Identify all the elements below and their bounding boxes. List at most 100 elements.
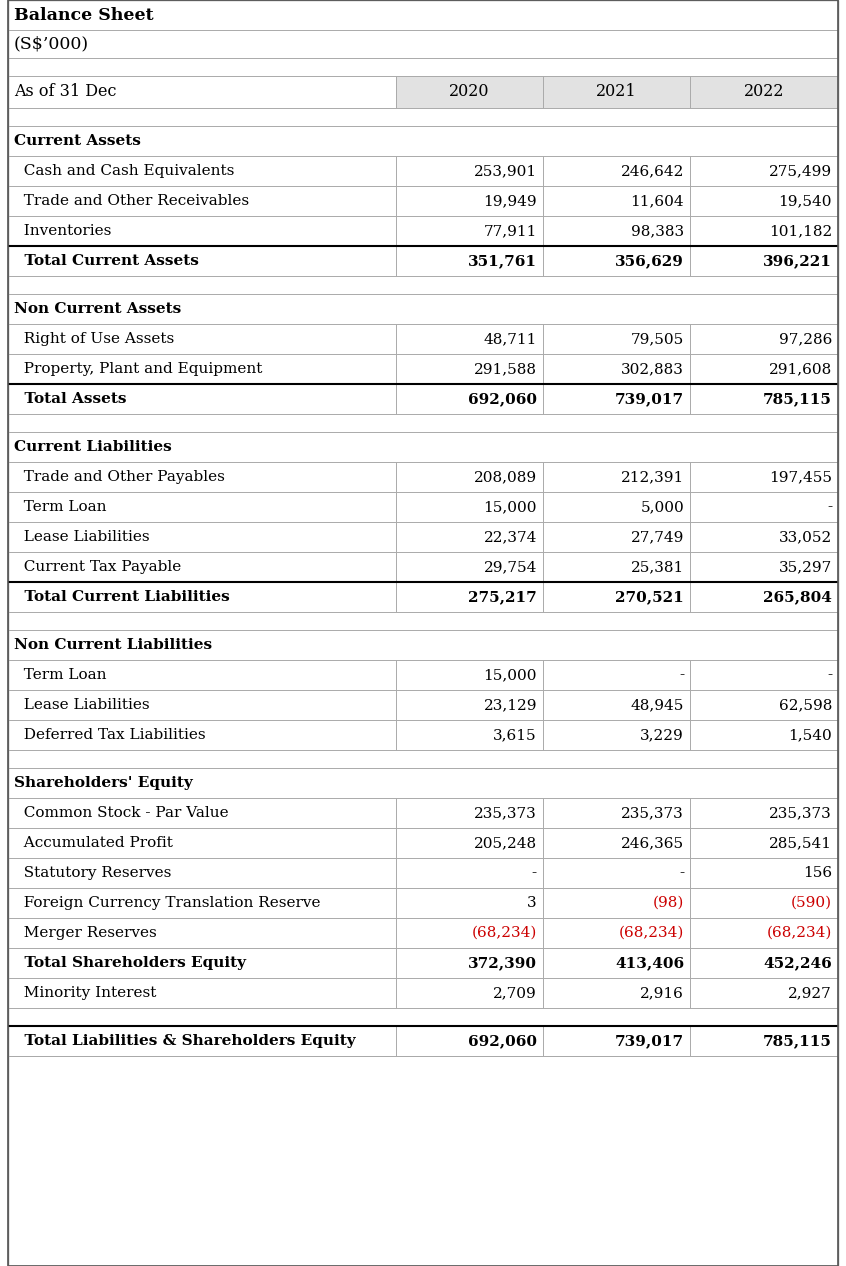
Text: Non Current Assets: Non Current Assets [14,303,181,316]
Text: 285,541: 285,541 [769,836,832,849]
Text: 15,000: 15,000 [484,500,537,514]
Text: (68,234): (68,234) [766,925,832,939]
Text: 452,246: 452,246 [763,956,832,970]
Text: -: - [532,866,537,880]
Text: 19,949: 19,949 [483,194,537,208]
Text: Statutory Reserves: Statutory Reserves [14,866,172,880]
Text: Cash and Cash Equivalents: Cash and Cash Equivalents [14,165,234,179]
Text: (590): (590) [791,896,832,910]
Text: 785,115: 785,115 [763,392,832,406]
Text: 246,365: 246,365 [621,836,684,849]
Text: 101,182: 101,182 [769,224,832,238]
Text: Deferred Tax Liabilities: Deferred Tax Liabilities [14,728,206,742]
Text: Minority Interest: Minority Interest [14,986,157,1000]
Text: Total Liabilities & Shareholders Equity: Total Liabilities & Shareholders Equity [14,1034,355,1048]
Text: 35,297: 35,297 [779,560,832,573]
Text: 77,911: 77,911 [484,224,537,238]
Bar [396,76,838,108]
Text: 372,390: 372,390 [468,956,537,970]
Text: 79,505: 79,505 [631,332,684,346]
Text: (S$’000): (S$’000) [14,35,89,52]
Text: 356,629: 356,629 [615,254,684,268]
Text: 692,060: 692,060 [468,392,537,406]
Text: Term Loan: Term Loan [14,668,107,682]
Text: Inventories: Inventories [14,224,112,238]
Text: Property, Plant and Equipment: Property, Plant and Equipment [14,362,262,376]
Text: 2022: 2022 [744,84,784,100]
Text: 197,455: 197,455 [769,470,832,484]
Text: 5,000: 5,000 [640,500,684,514]
Text: 3,615: 3,615 [493,728,537,742]
Text: 98,383: 98,383 [631,224,684,238]
Text: 739,017: 739,017 [615,1034,684,1048]
Text: (68,234): (68,234) [618,925,684,939]
Text: Term Loan: Term Loan [14,500,107,514]
Text: Lease Liabilities: Lease Liabilities [14,530,150,544]
Text: 27,749: 27,749 [630,530,684,544]
Text: 62,598: 62,598 [778,698,832,711]
Text: Lease Liabilities: Lease Liabilities [14,698,150,711]
Text: -: - [827,668,832,682]
Text: 246,642: 246,642 [621,165,684,179]
Text: Right of Use Assets: Right of Use Assets [14,332,174,346]
Text: 253,901: 253,901 [474,165,537,179]
Text: 291,608: 291,608 [769,362,832,376]
Text: 19,540: 19,540 [778,194,832,208]
Text: 270,521: 270,521 [615,590,684,604]
Text: Balance Sheet: Balance Sheet [14,6,154,24]
Text: Total Current Liabilities: Total Current Liabilities [14,590,230,604]
Text: -: - [678,668,684,682]
Text: 97,286: 97,286 [778,332,832,346]
Text: 351,761: 351,761 [468,254,537,268]
Text: 29,754: 29,754 [484,560,537,573]
Text: 15,000: 15,000 [484,668,537,682]
Text: 11,604: 11,604 [630,194,684,208]
Text: 205,248: 205,248 [474,836,537,849]
Text: -: - [827,500,832,514]
Text: Foreign Currency Translation Reserve: Foreign Currency Translation Reserve [14,896,321,910]
Text: 212,391: 212,391 [621,470,684,484]
Text: 235,373: 235,373 [621,806,684,820]
Text: 291,588: 291,588 [474,362,537,376]
Text: Total Assets: Total Assets [14,392,127,406]
Text: Trade and Other Receivables: Trade and Other Receivables [14,194,249,208]
Text: Current Liabilities: Current Liabilities [14,441,172,454]
Text: 33,052: 33,052 [779,530,832,544]
Text: Total Shareholders Equity: Total Shareholders Equity [14,956,246,970]
Text: 22,374: 22,374 [484,530,537,544]
Text: 2,927: 2,927 [788,986,832,1000]
Text: Total Current Assets: Total Current Assets [14,254,199,268]
Text: 25,381: 25,381 [631,560,684,573]
Text: Current Assets: Current Assets [14,134,141,148]
Text: As of 31 Dec: As of 31 Dec [14,84,117,100]
Text: 265,804: 265,804 [763,590,832,604]
Text: 3: 3 [527,896,537,910]
Text: 302,883: 302,883 [621,362,684,376]
Text: 739,017: 739,017 [615,392,684,406]
Text: 1,540: 1,540 [788,728,832,742]
Text: Common Stock - Par Value: Common Stock - Par Value [14,806,228,820]
Text: -: - [678,866,684,880]
Text: Current Tax Payable: Current Tax Payable [14,560,181,573]
Text: 156: 156 [803,866,832,880]
Text: 2020: 2020 [449,84,490,100]
Text: 2,709: 2,709 [493,986,537,1000]
Text: 3,229: 3,229 [640,728,684,742]
Text: 692,060: 692,060 [468,1034,537,1048]
Text: 208,089: 208,089 [474,470,537,484]
Text: 785,115: 785,115 [763,1034,832,1048]
Text: 275,499: 275,499 [769,165,832,179]
Text: (68,234): (68,234) [471,925,537,939]
Text: 396,221: 396,221 [763,254,832,268]
Text: Trade and Other Payables: Trade and Other Payables [14,470,225,484]
Text: (98): (98) [652,896,684,910]
Text: Merger Reserves: Merger Reserves [14,925,157,939]
Text: 413,406: 413,406 [615,956,684,970]
Text: 48,711: 48,711 [484,332,537,346]
Text: 48,945: 48,945 [630,698,684,711]
Text: Accumulated Profit: Accumulated Profit [14,836,173,849]
Text: 275,217: 275,217 [468,590,537,604]
Text: Shareholders' Equity: Shareholders' Equity [14,776,193,790]
Text: 235,373: 235,373 [769,806,832,820]
Text: 2021: 2021 [596,84,637,100]
